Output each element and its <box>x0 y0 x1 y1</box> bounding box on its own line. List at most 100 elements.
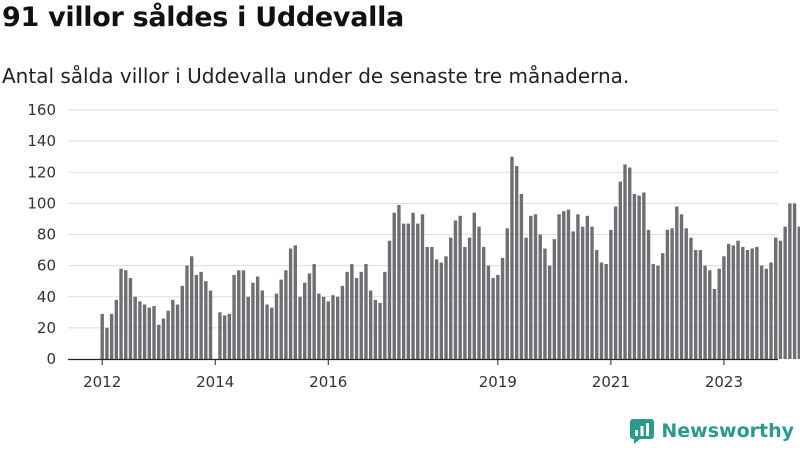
bar <box>326 301 330 359</box>
bar <box>312 264 316 359</box>
bar <box>463 246 467 359</box>
bar <box>274 293 279 359</box>
bar <box>759 265 764 359</box>
bar <box>557 214 561 359</box>
bar <box>251 282 255 359</box>
bar <box>651 264 655 359</box>
bar <box>689 237 693 359</box>
newsworthy-logo-icon <box>630 419 655 444</box>
bar <box>736 240 740 359</box>
bar <box>124 270 128 359</box>
bar <box>585 215 590 359</box>
bar <box>482 246 486 359</box>
bar <box>368 290 373 359</box>
bar <box>147 307 151 359</box>
bar <box>439 262 444 359</box>
bar <box>755 246 759 359</box>
bars <box>100 156 800 359</box>
bar <box>595 250 599 359</box>
bar <box>171 299 175 359</box>
chart-title: 91 villor såldes i Uddevalla <box>2 2 404 33</box>
bar <box>642 192 646 359</box>
y-tick-label: 40 <box>37 288 56 306</box>
bar <box>698 250 703 359</box>
bar <box>449 237 453 359</box>
bar <box>519 194 524 359</box>
y-tick-label: 120 <box>27 163 56 181</box>
bar <box>477 226 481 359</box>
bar <box>613 206 618 359</box>
y-tick-label: 80 <box>37 226 56 244</box>
x-axis <box>68 358 778 365</box>
bar <box>632 194 637 359</box>
bar <box>623 164 627 359</box>
bar <box>321 296 326 359</box>
bar <box>538 234 542 359</box>
bar <box>599 262 604 359</box>
bar <box>562 211 566 359</box>
x-tick-label: 2023 <box>705 373 743 391</box>
x-tick-label: 2019 <box>479 373 517 391</box>
bar <box>194 274 199 359</box>
bar <box>609 229 613 359</box>
bar <box>119 268 123 359</box>
bar <box>222 315 227 359</box>
bar <box>646 229 651 359</box>
bar <box>401 223 406 359</box>
brand-name: Newsworthy <box>661 420 794 442</box>
bar <box>764 268 769 359</box>
bar <box>684 228 688 359</box>
bar <box>717 268 721 359</box>
bar <box>392 212 396 359</box>
bar <box>406 223 411 359</box>
bar <box>722 256 726 359</box>
bar <box>472 212 476 359</box>
bar <box>397 204 401 359</box>
bar <box>430 246 434 359</box>
bar <box>693 250 698 359</box>
bar <box>660 253 665 359</box>
bar <box>359 271 363 359</box>
bar <box>745 250 750 359</box>
bar <box>774 237 778 359</box>
bar <box>241 270 246 359</box>
x-axis-tick-labels: 2012201420162019202120232025 <box>83 373 743 391</box>
bar <box>303 282 307 359</box>
bar <box>726 243 731 359</box>
bar <box>161 318 166 359</box>
bar <box>741 246 745 359</box>
bar <box>138 301 142 359</box>
bar <box>284 270 288 359</box>
bar <box>420 214 425 359</box>
y-axis-tick-labels: 0 20 40 60 80 100 120 140 160 <box>27 101 56 368</box>
bar <box>270 307 274 359</box>
newsworthy-logo: Newsworthy <box>629 418 794 444</box>
bar <box>133 296 137 359</box>
y-tick-label: 100 <box>27 194 56 212</box>
y-tick-label: 140 <box>27 132 56 150</box>
bar <box>105 327 109 359</box>
y-tick-label: 60 <box>37 257 56 275</box>
bar <box>331 295 335 359</box>
bar <box>604 264 608 359</box>
bar <box>679 214 684 359</box>
bar <box>208 290 213 359</box>
bar <box>128 278 133 359</box>
bar <box>373 299 378 359</box>
y-tick-label: 0 <box>46 350 56 368</box>
bar <box>797 226 800 359</box>
bar <box>524 237 528 359</box>
bar <box>227 313 232 359</box>
bar <box>100 313 104 359</box>
bar <box>166 310 170 359</box>
x-tick-label: 2021 <box>592 373 630 391</box>
bar <box>491 278 495 359</box>
bar <box>265 304 269 359</box>
bar <box>712 288 717 359</box>
bar <box>788 203 792 359</box>
bar <box>345 271 349 359</box>
bar <box>571 231 575 359</box>
bar <box>189 256 194 359</box>
bar <box>703 265 707 359</box>
